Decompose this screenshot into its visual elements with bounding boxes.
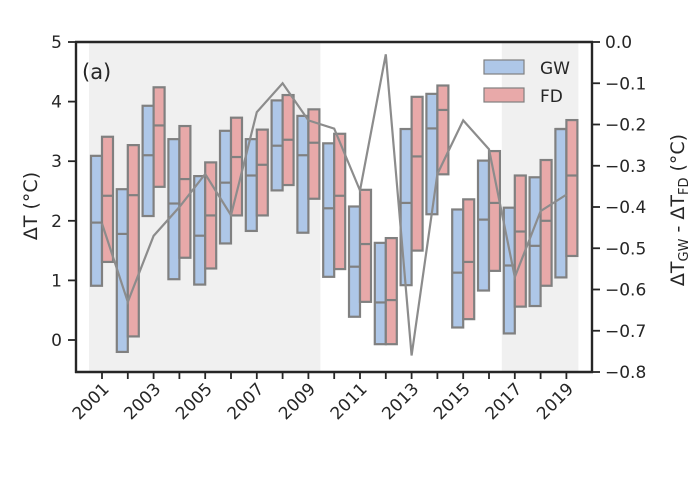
right-y-ticks: 0.0 −0.1 −0.2 −0.3 −0.4 −0.5 −0.6 −0.7 −0.8	[592, 33, 646, 383]
left-tick-label: 2	[51, 212, 62, 232]
x-tick-label: 2011	[327, 379, 372, 424]
box-gw-2010	[322, 142, 336, 278]
box-plots	[89, 84, 579, 354]
x-tick-label: 2019	[533, 379, 578, 424]
box-fd-2014	[436, 84, 450, 176]
x-tick-label: 2009	[275, 379, 320, 424]
box-fd-2010	[333, 132, 347, 271]
x-tick-label: 2003	[120, 379, 165, 424]
legend-label-fd: FD	[540, 87, 563, 107]
difference-line-layer	[100, 54, 567, 356]
box-fd-2015	[462, 198, 476, 321]
right-tick-label: −0.5	[605, 239, 646, 259]
box-fd-2011	[358, 188, 373, 303]
box-fd-2019	[565, 118, 579, 258]
box-gw-2005	[193, 175, 207, 286]
right-tick-label: −0.3	[605, 157, 646, 177]
panel-label: (a)	[82, 60, 111, 84]
x-tick-label: 2005	[172, 379, 217, 424]
right-tick-label: −0.2	[605, 116, 646, 136]
box-fd-2006	[229, 116, 244, 217]
box-fd-2016	[487, 149, 502, 272]
left-tick-label: 5	[51, 33, 62, 53]
legend-patch-fd	[483, 87, 525, 103]
left-tick-label: 4	[51, 93, 62, 113]
box-fd-2002	[126, 144, 140, 338]
right-tick-label: 0.0	[605, 33, 632, 53]
right-label-sub-gw: GW	[677, 238, 692, 261]
box-gw-2003	[141, 104, 155, 218]
right-label-sub-fd: FD	[677, 178, 692, 196]
right-tick-label: −0.6	[605, 281, 646, 301]
box-fd-2007	[255, 128, 269, 217]
right-tick-label: −0.4	[605, 198, 646, 218]
box-gw-2016	[476, 159, 491, 292]
box-gw-2014	[425, 92, 439, 216]
box-fd-2003	[152, 86, 166, 188]
right-label-suffix: (°C)	[667, 134, 689, 178]
box-gw-2019	[554, 127, 568, 279]
right-tick-label: −0.8	[605, 363, 646, 383]
legend: GW FD	[483, 59, 570, 107]
x-ticks: 2001 2003 2005 2007 2009 2011 2013 2015 2017 2019	[69, 372, 578, 424]
box-fd-2009	[307, 108, 321, 200]
box-fd-2004	[178, 124, 192, 259]
right-label-mid: - ΔT	[667, 195, 689, 239]
left-tick-label: 3	[51, 152, 62, 172]
left-tick-label: 0	[51, 331, 62, 351]
x-tick-label: 2007	[224, 379, 269, 424]
box-gw-2001	[89, 154, 104, 287]
box-gw-2006	[218, 129, 233, 245]
left-y-axis-label: ΔT (°C)	[20, 172, 42, 240]
box-gw-2018	[528, 176, 542, 308]
right-label-delta1: ΔT	[667, 261, 689, 286]
legend-label-gw: GW	[540, 59, 570, 79]
left-y-ticks: 0 1 2 3 4 5	[51, 33, 76, 351]
box-gw-2012	[373, 241, 387, 346]
right-y-axis-label: ΔTGW - ΔTFD (°C)	[667, 134, 692, 286]
right-tick-label: −0.7	[605, 322, 646, 342]
box-fd-2001	[100, 135, 115, 264]
box-fd-2013	[410, 95, 424, 252]
box-gw-2015	[451, 208, 465, 329]
x-tick-label: 2015	[430, 379, 475, 424]
box-fd-2012	[384, 236, 398, 346]
x-tick-label: 2017	[482, 379, 527, 424]
left-tick-label: 1	[51, 271, 62, 291]
x-tick-label: 2013	[378, 379, 423, 424]
box-fd-2017	[513, 174, 527, 308]
box-gw-2009	[296, 114, 310, 234]
box-gw-2011	[347, 205, 362, 318]
box-gw-2013	[399, 127, 413, 287]
x-tick-label: 2001	[69, 379, 114, 424]
legend-patch-gw	[483, 59, 525, 75]
box-fd-2018	[539, 158, 553, 287]
right-tick-label: −0.1	[605, 74, 646, 94]
